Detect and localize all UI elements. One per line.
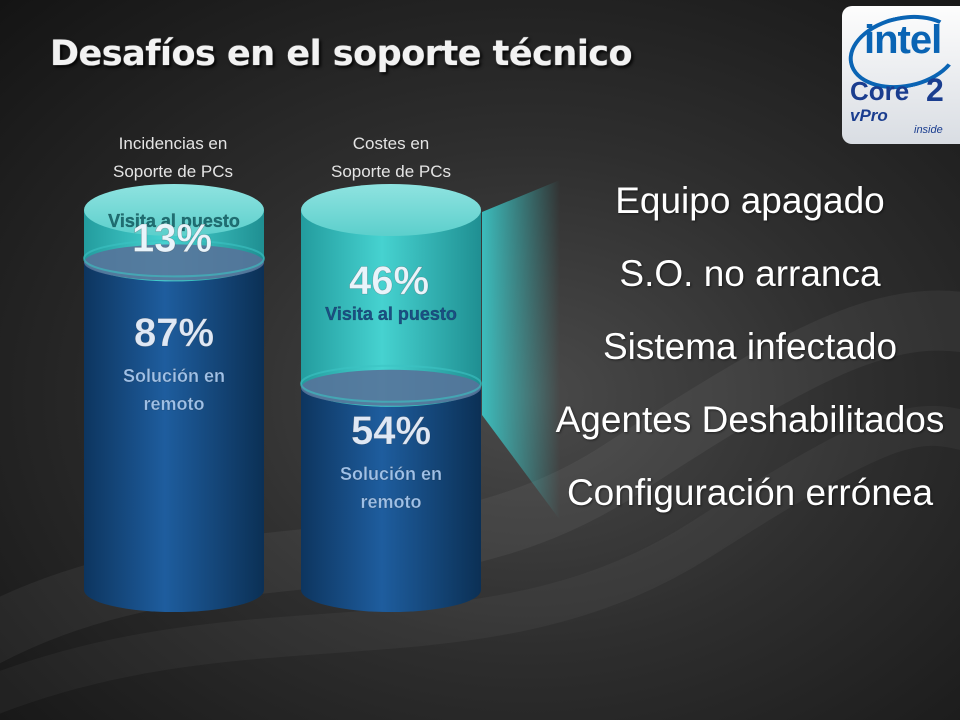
reason-item: Configuración errónea xyxy=(566,472,934,513)
reason-item: Equipo apagado xyxy=(615,180,885,221)
series-label-remote: remoto xyxy=(360,492,421,512)
data-label-remote: 87% xyxy=(134,311,214,355)
segment-divider xyxy=(301,369,481,406)
cylinder-top-cap xyxy=(301,184,481,236)
data-label-remote: 54% xyxy=(351,409,431,453)
category-label-line: Incidencias en xyxy=(118,134,228,153)
logo-brand: intel xyxy=(864,18,942,62)
category-label-line: Soporte de PCs xyxy=(112,162,233,181)
bar-segment-remote xyxy=(84,259,264,612)
series-label-remote: Solución en xyxy=(123,366,225,386)
category-label-costes: Costes en Soporte de PCs xyxy=(296,130,486,186)
bar-segment-visit xyxy=(301,210,481,407)
series-label-remote: Solución en xyxy=(340,464,442,484)
segment-divider-rim xyxy=(300,364,482,403)
logo-tagline: inside xyxy=(914,124,943,136)
series-label-visit: Visita al puesto xyxy=(325,304,457,324)
data-label-visit: 13% xyxy=(132,216,212,260)
intel-core2-vpro-logo: intel Core 2 vPro inside xyxy=(842,6,960,144)
logo-line: vPro xyxy=(850,106,888,125)
category-label-line: Costes en xyxy=(352,134,430,153)
segment-divider-rim xyxy=(83,239,265,278)
reason-item: Sistema infectado xyxy=(602,326,898,367)
segment-divider xyxy=(84,244,264,281)
logo-product-number: 2 xyxy=(926,72,944,108)
logo-product: Core xyxy=(850,76,910,106)
slide-title: Desafíos en el soporte técnico xyxy=(50,34,633,74)
reason-item: S.O. no arranca xyxy=(619,253,881,294)
series-label-visit: Visita al puesto xyxy=(108,211,240,231)
bar-segment-remote xyxy=(301,384,481,612)
highlight-beam xyxy=(482,180,560,520)
category-label-incidencias: Incidencias en Soporte de PCs xyxy=(78,130,268,186)
cylinder-top-cap xyxy=(84,184,264,236)
reason-item: Agentes Deshabilitados xyxy=(555,399,945,440)
data-label-visit: 46% xyxy=(349,259,429,303)
series-label-remote: remoto xyxy=(143,394,204,414)
category-label-line: Soporte de PCs xyxy=(330,162,451,181)
